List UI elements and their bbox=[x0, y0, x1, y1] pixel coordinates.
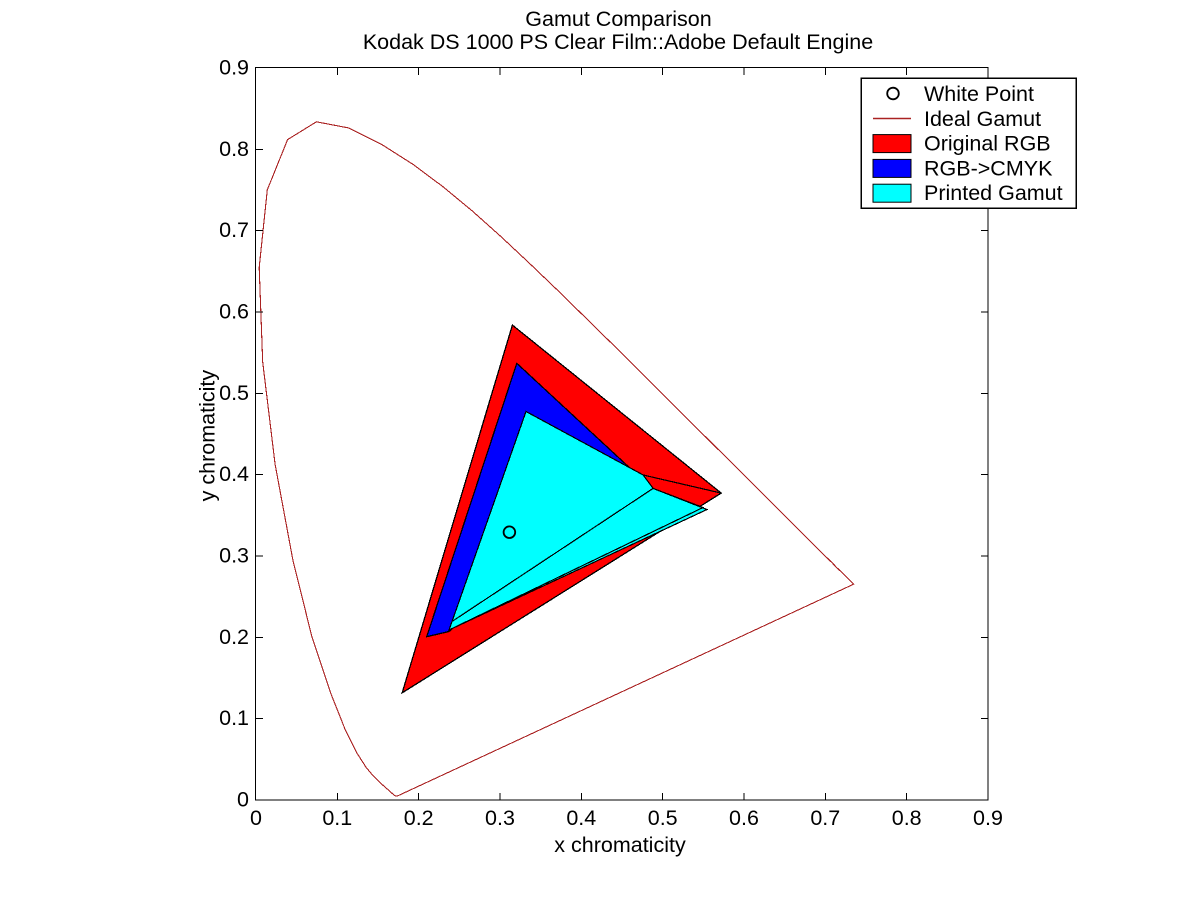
svg-text:0: 0 bbox=[237, 788, 249, 812]
svg-text:0.1: 0.1 bbox=[322, 806, 352, 830]
svg-text:0.4: 0.4 bbox=[566, 806, 596, 830]
svg-text:White Point: White Point bbox=[924, 82, 1034, 106]
svg-text:Gamut Comparison: Gamut Comparison bbox=[525, 7, 711, 31]
svg-text:x chromaticity: x chromaticity bbox=[554, 833, 686, 857]
svg-text:0.7: 0.7 bbox=[810, 806, 840, 830]
svg-text:0.6: 0.6 bbox=[219, 300, 249, 324]
svg-text:0.3: 0.3 bbox=[219, 544, 249, 568]
svg-text:0.2: 0.2 bbox=[404, 806, 434, 830]
svg-text:Original RGB: Original RGB bbox=[924, 132, 1051, 156]
svg-text:Ideal Gamut: Ideal Gamut bbox=[924, 107, 1041, 131]
svg-text:0.1: 0.1 bbox=[219, 706, 249, 730]
svg-text:0.5: 0.5 bbox=[219, 381, 249, 405]
svg-text:0.9: 0.9 bbox=[219, 56, 249, 80]
svg-text:0.2: 0.2 bbox=[219, 625, 249, 649]
svg-text:y chromaticity: y chromaticity bbox=[196, 370, 220, 502]
svg-text:Printed Gamut: Printed Gamut bbox=[924, 181, 1063, 205]
svg-text:0.3: 0.3 bbox=[485, 806, 515, 830]
svg-text:0.8: 0.8 bbox=[219, 137, 249, 161]
svg-text:0.5: 0.5 bbox=[648, 806, 678, 830]
svg-text:0.9: 0.9 bbox=[973, 806, 1003, 830]
svg-text:0.6: 0.6 bbox=[729, 806, 759, 830]
svg-text:RGB->CMYK: RGB->CMYK bbox=[924, 156, 1053, 180]
svg-text:0.7: 0.7 bbox=[219, 218, 249, 242]
svg-text:0.8: 0.8 bbox=[892, 806, 922, 830]
svg-text:0: 0 bbox=[250, 806, 262, 830]
svg-text:0.4: 0.4 bbox=[219, 462, 249, 486]
svg-text:Kodak DS 1000 PS Clear Film::A: Kodak DS 1000 PS Clear Film::Adobe Defau… bbox=[363, 30, 873, 54]
